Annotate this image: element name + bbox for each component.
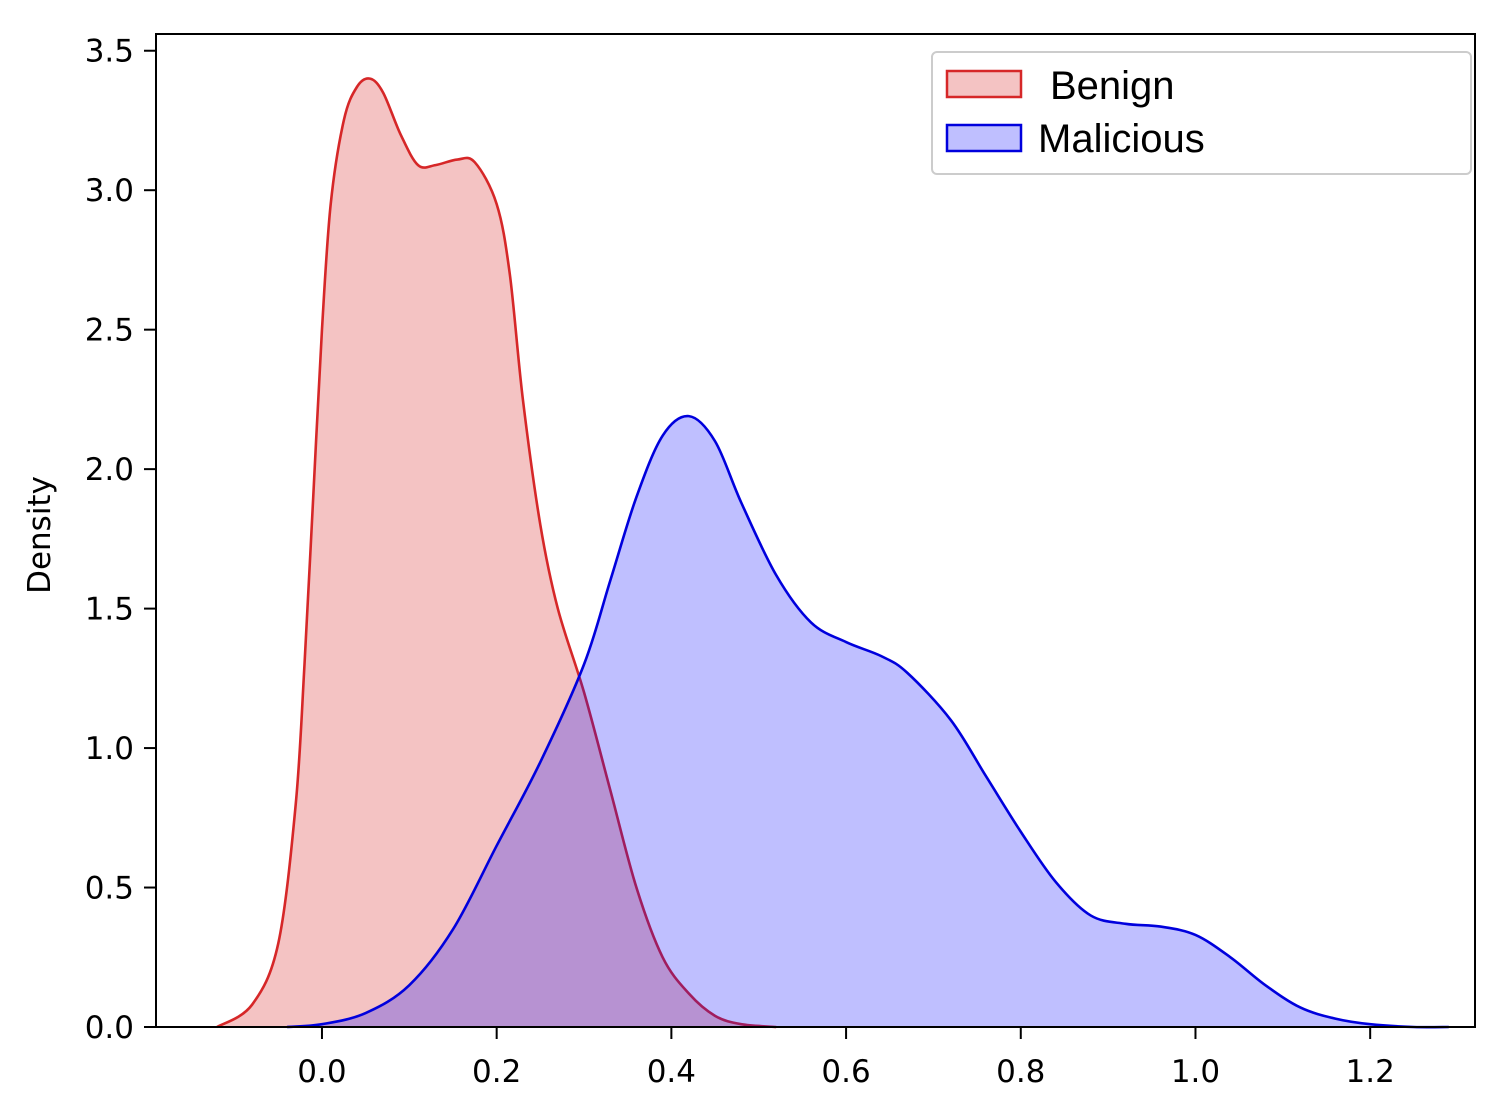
series-layer [216,77,1449,1029]
density-line-benign [216,77,777,1029]
y-tick-label: 2.0 [85,452,134,488]
y-tick-label: 1.0 [85,731,134,767]
legend-box [931,51,1472,175]
y-tick-label: 3.5 [85,34,134,70]
plot-frame [155,33,1476,1028]
x-tick-label: 0.0 [297,1054,346,1090]
legend-swatch-benign [945,69,1023,99]
y-axis-label: Density [22,476,58,594]
x-tick-label: 0.4 [647,1054,696,1090]
density-line-malicious [286,414,1449,1029]
x-axis: 0.0 0.2 0.4 0.6 0.8 1.0 1.2 [297,1027,1395,1090]
y-tick-label: 0.0 [85,1010,134,1046]
y-tick-label: 0.5 [85,871,134,907]
legend: Benign Malicious [931,51,1472,175]
area-fill-malicious [287,416,1449,1028]
legend-label-malicious: Malicious [1038,117,1205,161]
x-tick-label: 0.2 [472,1054,521,1090]
area-fill-benign [217,78,777,1028]
x-tick-label: 1.2 [1346,1054,1395,1090]
y-tick-label: 1.5 [85,592,134,628]
y-tick-label: 2.5 [85,313,134,349]
y-tick-label: 3.0 [85,173,134,209]
x-tick-label: 0.6 [821,1054,870,1090]
x-tick-label: 0.8 [996,1054,1045,1090]
legend-label-benign: Benign [1050,64,1175,108]
x-tick-label: 1.0 [1171,1054,1220,1090]
y-axis: 0.0 0.5 1.0 1.5 2.0 2.5 3.0 3.5 [85,34,156,1046]
legend-swatch-malicious [945,123,1023,153]
